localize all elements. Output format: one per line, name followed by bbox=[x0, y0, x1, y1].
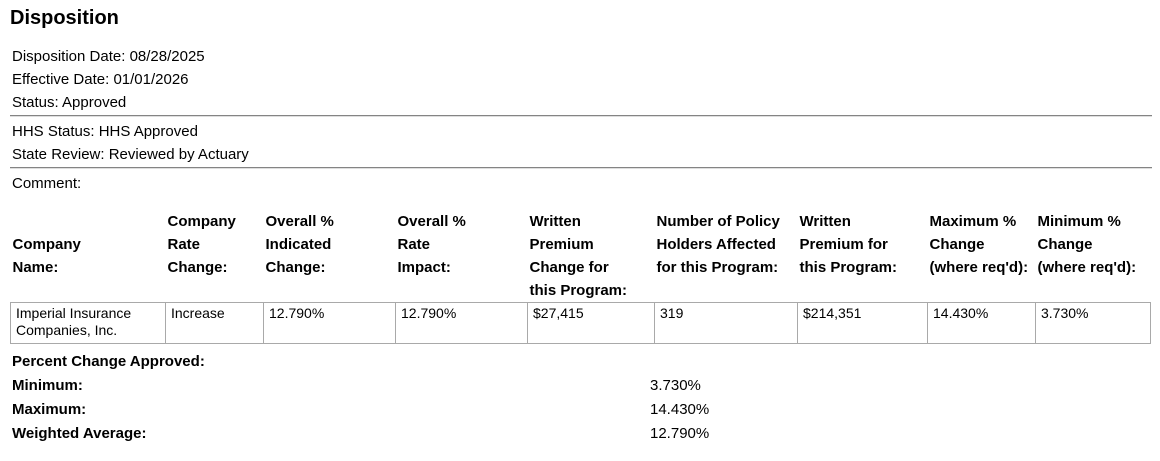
summary-heading: Percent Change Approved: bbox=[12, 353, 205, 370]
summary-minimum-row: Minimum: 3.730% bbox=[12, 374, 1160, 398]
status-line: Status: Approved bbox=[12, 91, 1160, 114]
cell-written-premium: $214,351 bbox=[797, 302, 928, 344]
cell-company-name: Imperial Insurance Companies, Inc. bbox=[10, 302, 166, 344]
summary-weighted-average-label: Weighted Average: bbox=[12, 425, 147, 442]
cell-minimum-pct-change: 3.730% bbox=[1035, 302, 1151, 344]
divider bbox=[10, 167, 1152, 169]
cell-policy-holders-affected: 319 bbox=[654, 302, 798, 344]
comment-label: Comment: bbox=[12, 175, 82, 192]
percent-change-approved-block: Percent Change Approved: Minimum: 3.730%… bbox=[12, 350, 1160, 446]
disposition-date-line: Disposition Date: 08/28/2025 bbox=[12, 45, 1160, 68]
summary-weighted-average-value: 12.790% bbox=[650, 425, 710, 442]
cell-overall-pct-rate-impact: 12.790% bbox=[395, 302, 528, 344]
hhs-status-line: HHS Status: HHS Approved bbox=[12, 120, 1160, 143]
header-cell-written-premium: Written Premium for this Program: bbox=[799, 213, 898, 276]
state-review-value: Reviewed by Actuary bbox=[108, 146, 249, 163]
status-label: Status: bbox=[12, 94, 59, 111]
comment-block: Comment: bbox=[12, 172, 1160, 195]
table-row: Imperial Insurance Companies, Inc. Incre… bbox=[10, 302, 1151, 344]
header-cell-minimum-pct-change: Minimum % Change (where req'd): bbox=[1037, 213, 1137, 276]
divider bbox=[10, 115, 1152, 117]
cell-overall-pct-indicated-change: 12.790% bbox=[263, 302, 396, 344]
summary-minimum-value: 3.730% bbox=[650, 377, 701, 394]
summary-maximum-label: Maximum: bbox=[12, 401, 87, 418]
state-review-label: State Review: bbox=[12, 146, 105, 163]
disposition-page: Disposition Disposition Date: 08/28/2025… bbox=[10, 7, 1160, 446]
header-cell-policy-holders-affected: Number of Policy Holders Affected for th… bbox=[656, 213, 780, 276]
effective-date-line: Effective Date: 01/01/2026 bbox=[12, 68, 1160, 91]
page-title: Disposition bbox=[10, 7, 119, 29]
header-cell-written-premium-change: Written Premium Change for this Program: bbox=[529, 213, 628, 299]
effective-date-value: 01/01/2026 bbox=[113, 71, 189, 88]
summary-minimum-label: Minimum: bbox=[12, 377, 83, 394]
header-cell-company-rate-change: Company Rate Change: bbox=[167, 213, 236, 276]
header-cell-maximum-pct-change: Maximum % Change (where req'd): bbox=[929, 213, 1029, 276]
effective-date-label: Effective Date: bbox=[12, 71, 110, 88]
summary-maximum-row: Maximum: 14.430% bbox=[12, 398, 1160, 422]
hhs-status-value: HHS Approved bbox=[98, 123, 198, 140]
disposition-date-value: 08/28/2025 bbox=[129, 48, 205, 65]
state-review-line: State Review: Reviewed by Actuary bbox=[12, 143, 1160, 166]
summary-weighted-average-row: Weighted Average: 12.790% bbox=[12, 422, 1160, 446]
cell-written-premium-change: $27,415 bbox=[527, 302, 655, 344]
header-cell-company-name: Company Name: bbox=[12, 236, 81, 276]
status-value: Approved bbox=[62, 94, 127, 111]
comment-line: Comment: bbox=[12, 172, 1160, 195]
review-info-block: HHS Status: HHS Approved State Review: R… bbox=[12, 120, 1160, 166]
disposition-info-block: Disposition Date: 08/28/2025 Effective D… bbox=[12, 45, 1160, 114]
cell-company-rate-change: Increase bbox=[165, 302, 264, 344]
summary-heading-row: Percent Change Approved: bbox=[12, 350, 1160, 374]
table-header-row: Company Name: Company Rate Change: Overa… bbox=[11, 210, 1151, 303]
rate-change-table: Company Name: Company Rate Change: Overa… bbox=[10, 210, 1151, 344]
disposition-date-label: Disposition Date: bbox=[12, 48, 126, 65]
cell-maximum-pct-change: 14.430% bbox=[927, 302, 1036, 344]
summary-maximum-value: 14.430% bbox=[650, 401, 710, 418]
header-cell-overall-pct-rate-impact: Overall % Rate Impact: bbox=[397, 213, 466, 276]
header-cell-overall-pct-indicated-change: Overall % Indicated Change: bbox=[265, 213, 334, 276]
hhs-status-label: HHS Status: bbox=[12, 123, 95, 140]
